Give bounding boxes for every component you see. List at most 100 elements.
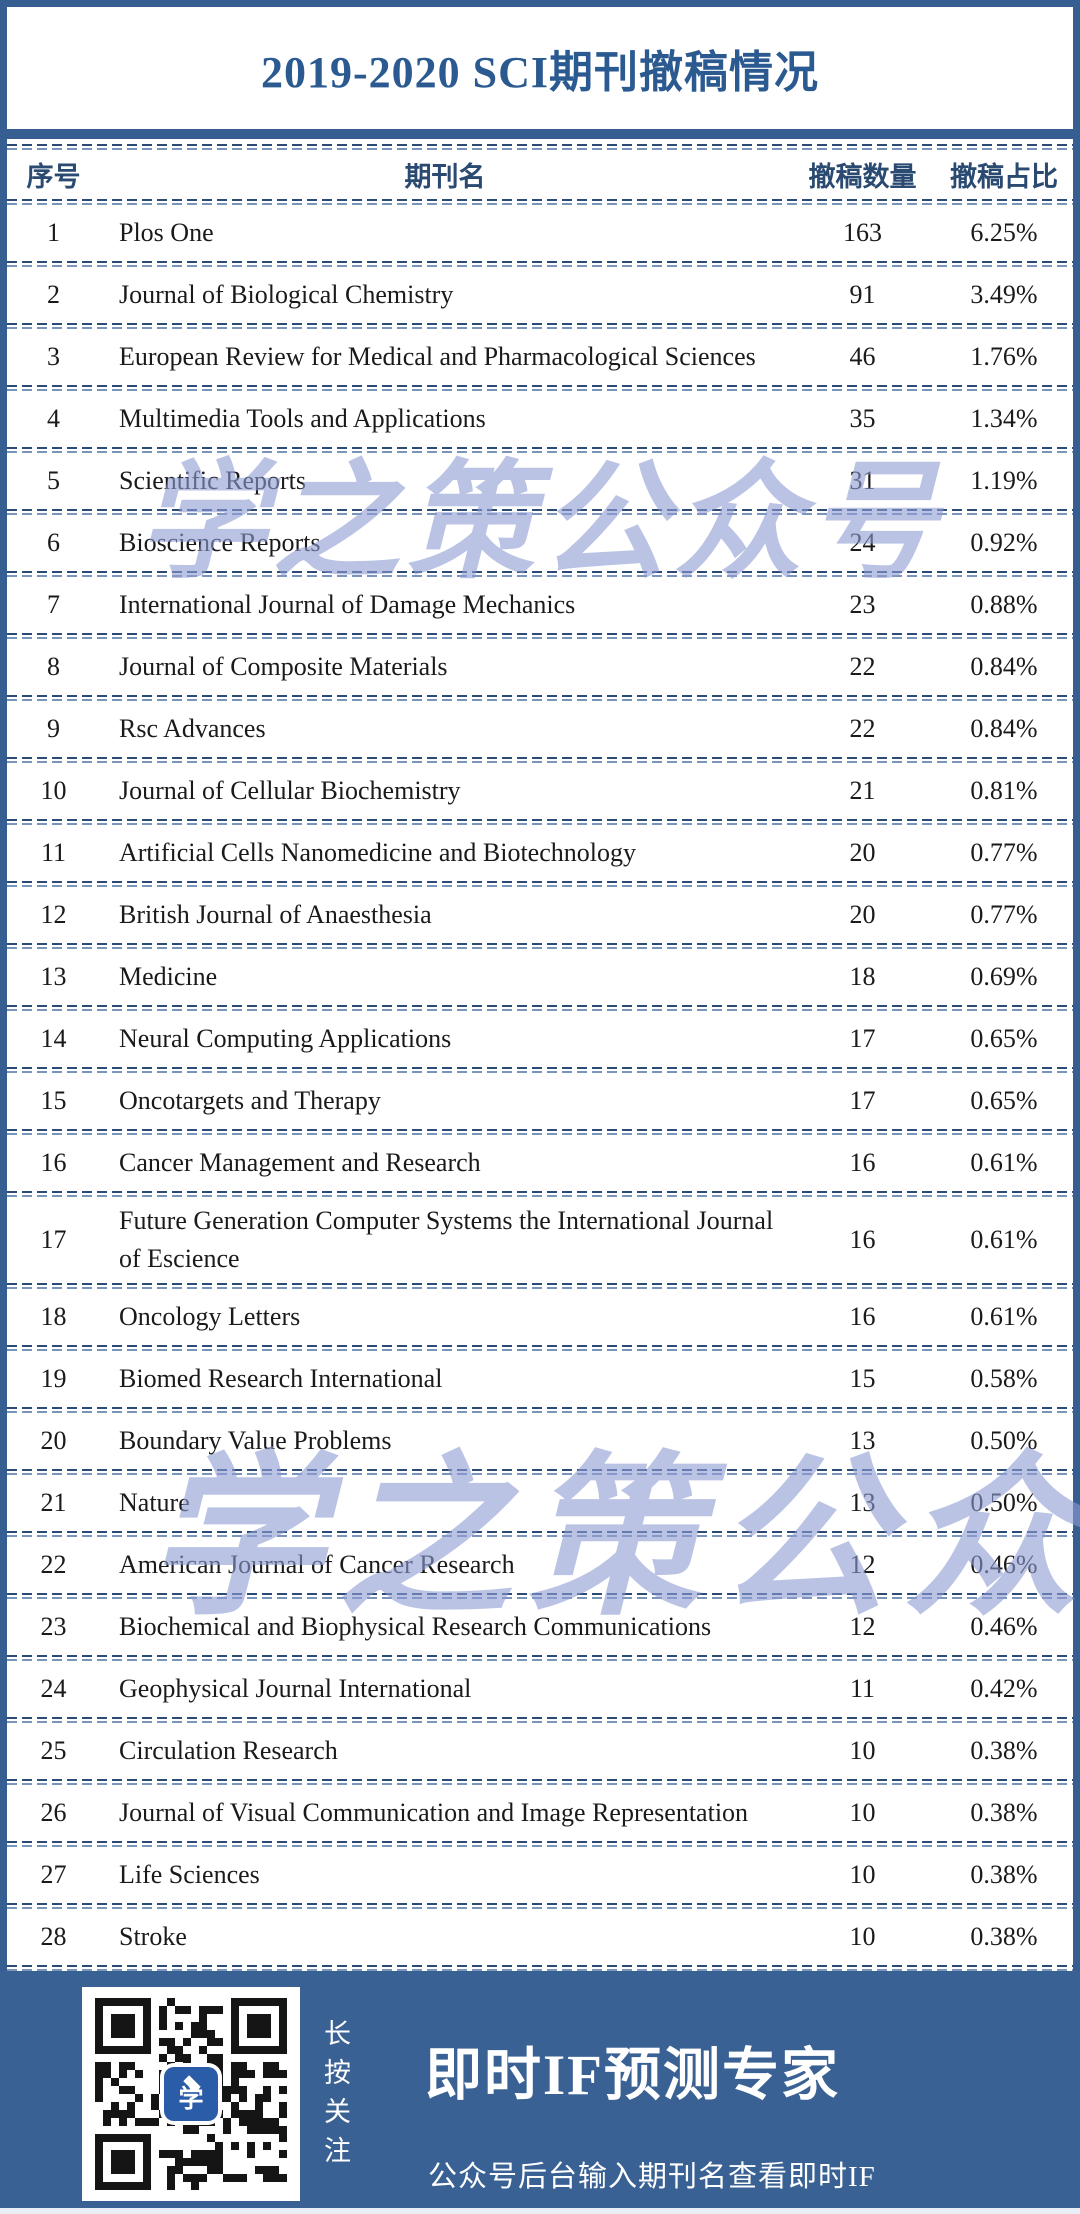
table-row: 24 Geophysical Journal International 11 0.4… — [7, 1661, 1073, 1717]
row-index: 4 — [47, 404, 60, 433]
table-row: 9 Rsc Advances 22 0.84% — [7, 701, 1073, 757]
retraction-count: 16 — [849, 1302, 876, 1331]
journal-name: Artificial Cells Nanomedicine and Biotec… — [119, 838, 636, 867]
qr-code: 学 — [82, 1987, 300, 2201]
table-row: 21 Nature 13 0.50% — [7, 1475, 1073, 1531]
dashed-divider — [7, 1903, 1073, 1909]
dashed-divider — [7, 1129, 1073, 1135]
table-row: 26 Journal of Visual Communication and Im… — [7, 1785, 1073, 1841]
dashed-divider — [7, 1283, 1073, 1289]
retraction-percent: 1.19% — [970, 466, 1038, 495]
journal-name: Plos One — [119, 218, 214, 247]
row-index: 1 — [47, 218, 60, 247]
table-row: 15 Oncotargets and Therapy 17 0.65% — [7, 1073, 1073, 1129]
retraction-count: 35 — [849, 404, 876, 433]
journal-name: Nature — [119, 1488, 190, 1517]
dashed-divider — [7, 261, 1073, 267]
journal-name: Circulation Research — [119, 1736, 338, 1765]
retraction-count: 17 — [849, 1024, 876, 1053]
journal-name: American Journal of Cancer Research — [119, 1550, 515, 1579]
retraction-count: 24 — [849, 528, 876, 557]
dashed-divider — [7, 447, 1073, 453]
journal-name: Biochemical and Biophysical Research Com… — [119, 1612, 712, 1641]
row-index: 25 — [40, 1736, 67, 1765]
journal-name: Cancer Management and Research — [119, 1148, 481, 1177]
dashed-divider — [7, 1531, 1073, 1537]
dashed-divider — [7, 1191, 1073, 1197]
retraction-percent: 0.50% — [970, 1488, 1038, 1517]
table-row: 23 Biochemical and Biophysical Research C… — [7, 1599, 1073, 1655]
retraction-percent: 0.69% — [970, 962, 1038, 991]
table-row: 17 Future Generation Computer Systems the… — [7, 1197, 1073, 1283]
retraction-percent: 0.42% — [970, 1674, 1038, 1703]
journal-name: Journal of Cellular Biochemistry — [119, 776, 461, 805]
retraction-percent: 0.84% — [970, 652, 1038, 681]
dashed-divider — [7, 819, 1073, 825]
retraction-count: 12 — [849, 1612, 876, 1641]
retraction-count: 31 — [849, 466, 876, 495]
table-row: 5 Scientific Reports 31 1.19% — [7, 453, 1073, 509]
row-index: 12 — [40, 900, 67, 929]
journal-name: Medicine — [119, 962, 218, 991]
col-header-journal: 期刊名 — [404, 162, 486, 192]
col-header-count: 撤稿数量 — [808, 162, 917, 192]
row-index: 9 — [47, 714, 60, 743]
dashed-divider — [7, 1067, 1073, 1073]
table-header-row: 序号 期刊名 撤稿数量 撤稿占比 — [7, 150, 1073, 199]
dashed-divider — [7, 757, 1073, 763]
journal-name: British Journal of Anaesthesia — [119, 900, 432, 929]
title-bar: 2019-2020 SCI期刊撤稿情况 — [0, 0, 1080, 139]
retraction-count: 163 — [843, 218, 882, 247]
retraction-percent: 0.38% — [970, 1798, 1038, 1827]
table-body: 1 Plos One 163 6.25% 2 Journal of Biological … — [7, 205, 1073, 1971]
journal-name: Boundary Value Problems — [119, 1426, 392, 1455]
retraction-percent: 1.34% — [970, 404, 1038, 433]
table-row: 25 Circulation Research 10 0.38% — [7, 1723, 1073, 1779]
retraction-count: 16 — [849, 1225, 876, 1254]
journal-name: Journal of Visual Communication and Imag… — [119, 1798, 749, 1827]
retraction-count: 13 — [849, 1426, 876, 1455]
retraction-percent: 1.76% — [970, 342, 1038, 371]
retraction-percent: 0.65% — [970, 1024, 1038, 1053]
bottom-strip — [0, 2208, 1080, 2214]
dashed-divider — [7, 509, 1073, 515]
retraction-count: 13 — [849, 1488, 876, 1517]
row-index: 15 — [40, 1086, 67, 1115]
table-row: 14 Neural Computing Applications 17 0.65% — [7, 1011, 1073, 1067]
journal-name: Oncotargets and Therapy — [119, 1086, 381, 1115]
long-press-follow-label: 长按关注 — [320, 2019, 350, 2175]
row-index: 24 — [40, 1674, 67, 1703]
retraction-count: 18 — [849, 962, 876, 991]
retraction-count: 22 — [849, 652, 876, 681]
retraction-count: 10 — [849, 1736, 876, 1765]
retraction-percent: 0.77% — [970, 838, 1038, 867]
table-row: 4 Multimedia Tools and Applications 35 1.34… — [7, 391, 1073, 447]
journal-name: Multimedia Tools and Applications — [119, 404, 486, 433]
dashed-divider — [7, 881, 1073, 887]
retraction-count: 22 — [849, 714, 876, 743]
dashed-divider — [7, 1469, 1073, 1475]
row-index: 10 — [40, 776, 67, 805]
retraction-count: 91 — [849, 280, 876, 309]
retraction-count: 10 — [849, 1798, 876, 1827]
row-index: 8 — [47, 652, 60, 681]
footer-headline: 即时IF预测专家 — [425, 2044, 840, 2107]
retraction-table: 序号 期刊名 撤稿数量 撤稿占比 1 Plos One 163 6.25% 2 Journ… — [0, 139, 1080, 1971]
dashed-divider — [7, 633, 1073, 639]
retraction-count: 21 — [849, 776, 876, 805]
retraction-percent: 3.49% — [970, 280, 1038, 309]
row-index: 6 — [47, 528, 60, 557]
table-row: 12 British Journal of Anaesthesia 20 0.77% — [7, 887, 1073, 943]
table-row: 28 Stroke 10 0.38% — [7, 1909, 1073, 1965]
retraction-count: 15 — [849, 1364, 876, 1393]
table-row: 22 American Journal of Cancer Research 12 0… — [7, 1537, 1073, 1593]
table-row: 16 Cancer Management and Research 16 0.61% — [7, 1135, 1073, 1191]
journal-name: Rsc Advances — [119, 714, 266, 743]
row-index: 13 — [40, 962, 67, 991]
dashed-divider — [7, 943, 1073, 949]
journal-name: Future Generation Computer Systems the I… — [119, 1206, 774, 1273]
dashed-divider — [7, 1841, 1073, 1847]
row-index: 11 — [40, 838, 67, 867]
row-index: 21 — [40, 1488, 67, 1517]
